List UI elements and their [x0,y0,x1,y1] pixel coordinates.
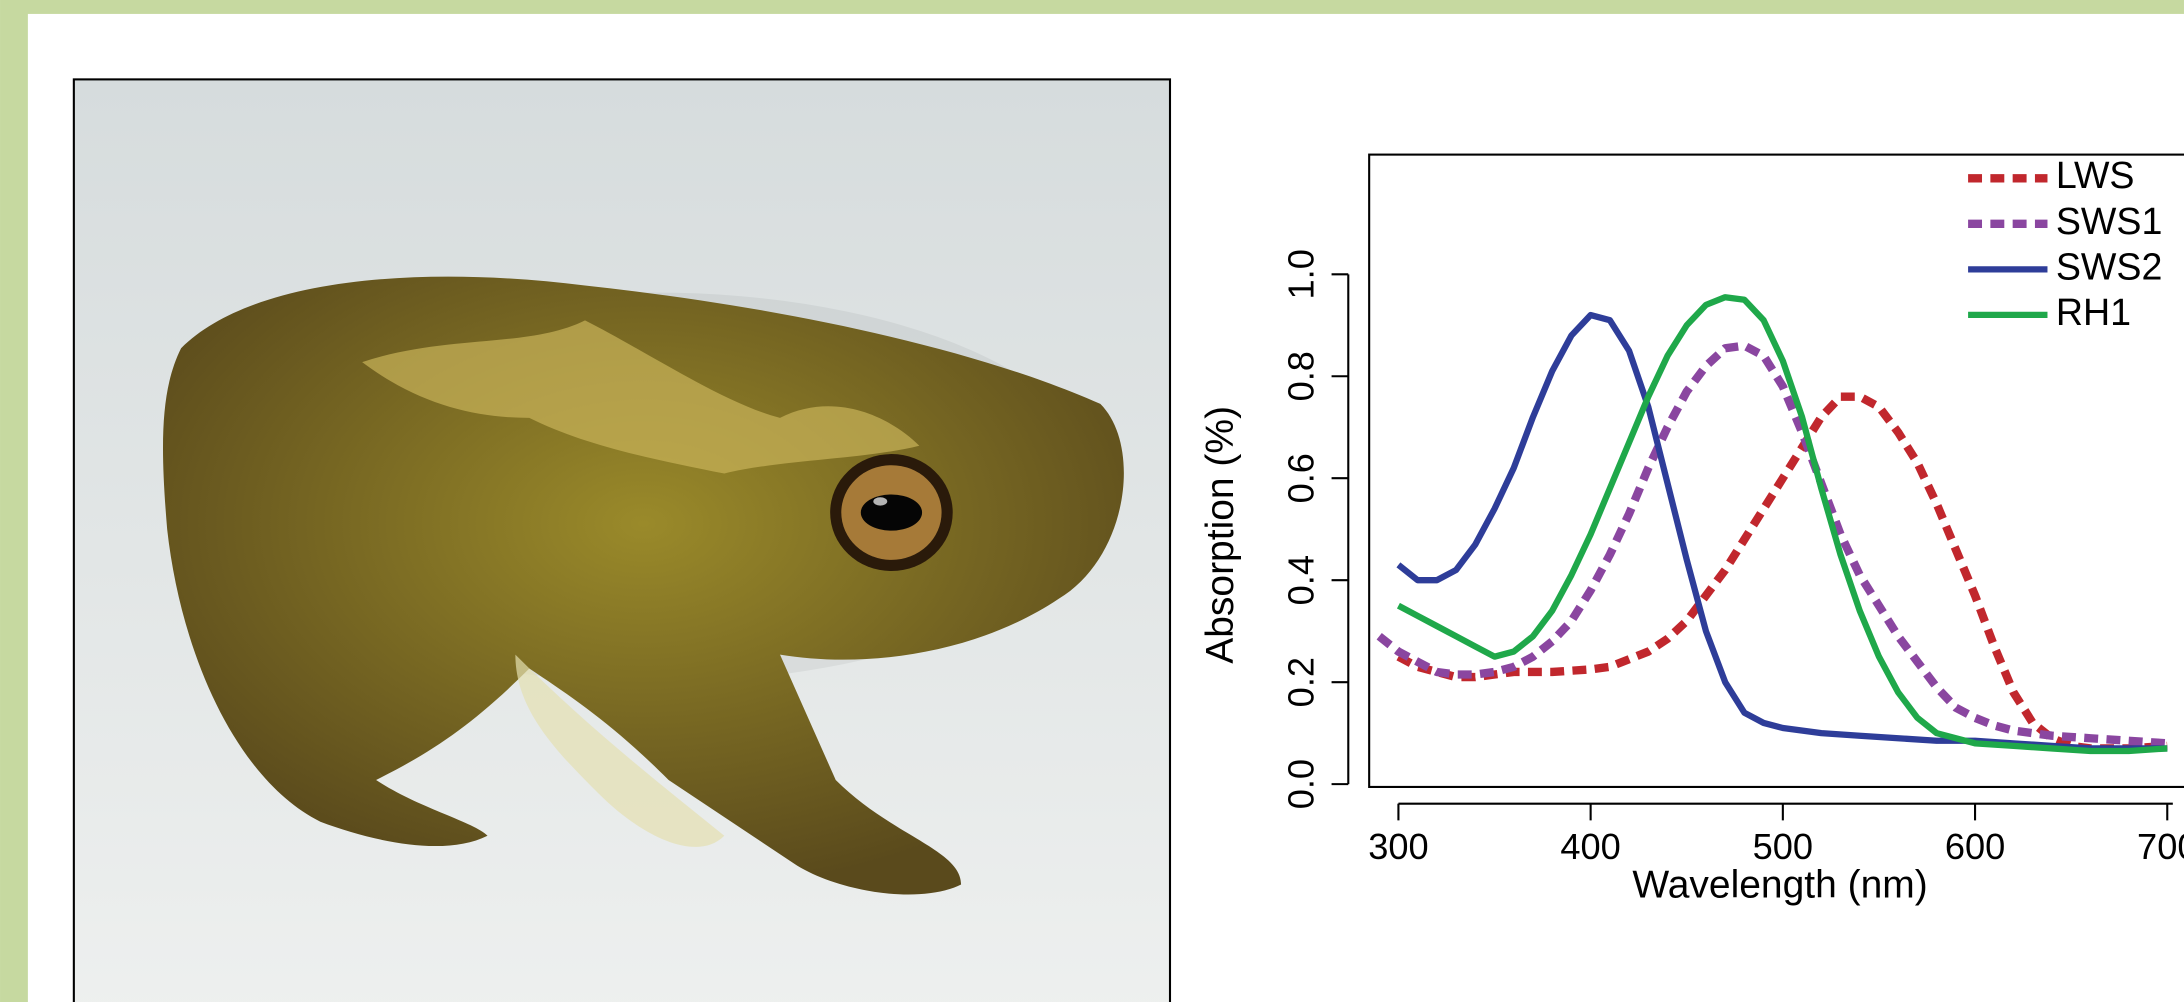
x-tick-label: 700 [2137,826,2184,867]
y-tick-label: 0.0 [1280,759,1321,809]
y-tick-label: 1.0 [1280,249,1321,299]
x-axis-label: Wavelength (nm) [1632,864,1927,907]
legend-label: SWS2 [2056,245,2163,287]
y-tick-label: 0.4 [1280,555,1321,605]
legend-label: LWS [2056,154,2135,196]
x-tick-label: 400 [1560,826,1620,867]
x-tick-label: 300 [1368,826,1428,867]
y-tick-label: 0.2 [1280,657,1321,707]
figure: Wavelength (nm) Absorption (%) 300 400 500… [0,0,2184,1002]
x-tick-label: 500 [1753,826,1813,867]
y-axis-label: Absorption (%) [1199,406,1242,664]
legend-label: SWS1 [2056,200,2163,242]
photo [74,79,1170,1002]
legend-label: RH1 [2056,291,2131,333]
y-tick-label: 0.8 [1280,351,1321,401]
x-tick-label: 600 [1945,826,2005,867]
y-tick-label: 0.6 [1280,453,1321,503]
